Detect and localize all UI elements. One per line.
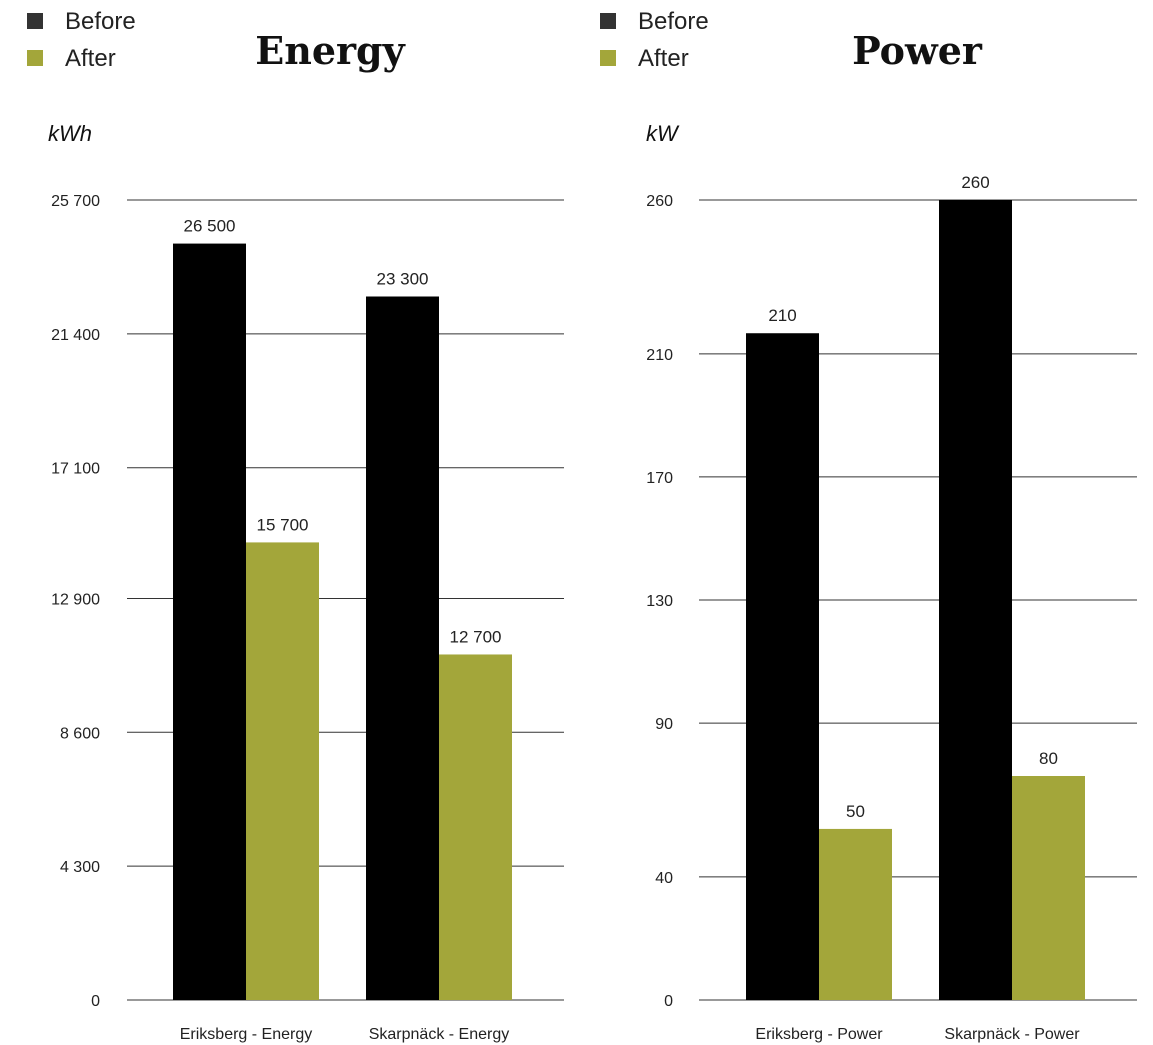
y-tick-label: 260 <box>646 193 673 210</box>
data-label: 80 <box>1039 749 1058 768</box>
legend-label-after: After <box>638 45 689 72</box>
y-tick-label: 130 <box>646 593 673 610</box>
data-label: 26 500 <box>184 217 236 236</box>
y-axis-unit: kW <box>646 121 680 146</box>
legend-label-before: Before <box>638 8 709 35</box>
bar-before <box>939 200 1012 1000</box>
legend-swatch-before <box>600 13 616 29</box>
legend-swatch-after <box>27 50 43 66</box>
legend-swatch-after <box>600 50 616 66</box>
y-tick-label: 0 <box>664 993 673 1010</box>
bar-after <box>439 654 512 1000</box>
legend-label-after: After <box>65 45 116 72</box>
data-label: 50 <box>846 802 865 821</box>
chart-title: Power <box>852 28 983 73</box>
y-tick-label: 4 300 <box>60 859 100 876</box>
y-tick-label: 21 400 <box>51 327 100 344</box>
y-tick-label: 0 <box>91 993 100 1010</box>
bar-before <box>173 243 246 1000</box>
data-label: 260 <box>961 173 989 192</box>
x-category-label: Skarpnäck - Power <box>944 1026 1080 1043</box>
y-tick-label: 12 900 <box>51 591 100 608</box>
y-tick-label: 8 600 <box>60 725 100 742</box>
x-category-label: Skarpnäck - Energy <box>369 1026 510 1043</box>
data-label: 23 300 <box>377 269 429 288</box>
x-category-label: Eriksberg - Power <box>755 1026 883 1043</box>
chart-title: Energy <box>255 28 405 73</box>
y-tick-label: 25 700 <box>51 193 100 210</box>
bar-after <box>1012 776 1085 1000</box>
bar-after <box>246 542 319 1000</box>
y-tick-label: 210 <box>646 347 673 364</box>
bar-before <box>366 296 439 1000</box>
y-tick-label: 40 <box>655 870 673 887</box>
y-tick-label: 17 100 <box>51 461 100 478</box>
x-category-label: Eriksberg - Energy <box>180 1026 313 1043</box>
chart-1: Before After Power kW 0 40 90 130 170 210 260 210 50… <box>600 8 1137 1043</box>
legend-label-before: Before <box>65 8 136 35</box>
y-axis-unit: kWh <box>48 121 92 146</box>
legend-swatch-before <box>27 13 43 29</box>
chart-0: Before After Energy kWh 0 4 300 8 600 12 900 17 … <box>27 8 564 1043</box>
y-tick-label: 170 <box>646 470 673 487</box>
data-label: 15 700 <box>257 515 309 534</box>
data-label: 12 700 <box>450 627 502 646</box>
y-tick-label: 90 <box>655 716 673 733</box>
bar-after <box>819 828 892 1000</box>
bar-before <box>746 333 819 1000</box>
data-label: 210 <box>768 306 796 325</box>
